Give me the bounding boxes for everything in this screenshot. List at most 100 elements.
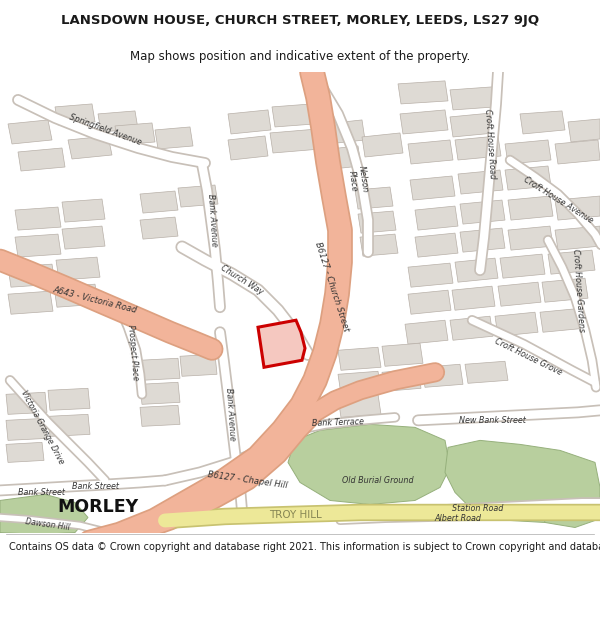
Polygon shape — [54, 284, 98, 308]
Polygon shape — [320, 146, 361, 170]
Polygon shape — [15, 207, 61, 230]
Polygon shape — [62, 199, 105, 222]
Text: MORLEY: MORLEY — [58, 499, 139, 516]
Polygon shape — [450, 113, 495, 137]
Polygon shape — [450, 87, 495, 110]
Polygon shape — [360, 234, 398, 256]
Polygon shape — [98, 111, 138, 132]
Polygon shape — [6, 442, 44, 462]
Polygon shape — [408, 290, 451, 314]
Polygon shape — [450, 316, 493, 340]
Text: B6127 - Church Street: B6127 - Church Street — [313, 241, 351, 333]
Text: Victoria Grange Drive: Victoria Grange Drive — [19, 389, 65, 466]
Polygon shape — [495, 312, 538, 336]
Polygon shape — [520, 111, 565, 134]
Polygon shape — [56, 257, 100, 280]
Polygon shape — [505, 140, 551, 164]
Polygon shape — [358, 211, 396, 233]
Polygon shape — [258, 320, 305, 368]
Polygon shape — [68, 136, 112, 159]
Polygon shape — [228, 136, 268, 160]
Polygon shape — [508, 196, 553, 220]
Polygon shape — [288, 424, 450, 504]
Polygon shape — [508, 226, 553, 250]
Text: Bank Avenue: Bank Avenue — [206, 193, 218, 247]
Polygon shape — [458, 170, 503, 194]
Polygon shape — [422, 364, 463, 388]
Text: New Bank Street: New Bank Street — [458, 416, 526, 425]
Text: B6127 - Chapel Hill: B6127 - Chapel Hill — [208, 471, 289, 491]
Text: LANSDOWN HOUSE, CHURCH STREET, MORLEY, LEEDS, LS27 9JQ: LANSDOWN HOUSE, CHURCH STREET, MORLEY, L… — [61, 14, 539, 27]
Polygon shape — [338, 348, 381, 370]
Polygon shape — [140, 382, 180, 404]
Polygon shape — [415, 206, 458, 230]
Polygon shape — [460, 200, 505, 224]
Polygon shape — [180, 354, 217, 376]
Polygon shape — [415, 233, 458, 257]
Polygon shape — [55, 104, 95, 125]
Polygon shape — [338, 371, 381, 394]
Polygon shape — [498, 282, 541, 306]
Polygon shape — [140, 191, 178, 213]
Polygon shape — [178, 185, 218, 207]
Text: Croft House Grove: Croft House Grove — [493, 337, 563, 377]
Polygon shape — [0, 494, 88, 534]
Polygon shape — [555, 140, 600, 164]
Polygon shape — [455, 136, 501, 160]
Polygon shape — [270, 129, 321, 153]
Text: Map shows position and indicative extent of the property.: Map shows position and indicative extent… — [130, 49, 470, 62]
Polygon shape — [505, 166, 551, 190]
Text: Bank Terrace: Bank Terrace — [312, 417, 364, 428]
Polygon shape — [338, 394, 381, 418]
Polygon shape — [62, 226, 105, 249]
Polygon shape — [382, 343, 423, 366]
Polygon shape — [272, 103, 328, 127]
Polygon shape — [555, 226, 600, 250]
Polygon shape — [398, 81, 448, 104]
Text: TROY HILL: TROY HILL — [269, 511, 322, 521]
Polygon shape — [362, 133, 403, 157]
Polygon shape — [140, 217, 178, 239]
Polygon shape — [6, 392, 47, 414]
Polygon shape — [540, 308, 585, 332]
Polygon shape — [540, 501, 595, 528]
Polygon shape — [555, 196, 600, 220]
Polygon shape — [8, 264, 55, 287]
Polygon shape — [445, 441, 600, 522]
Polygon shape — [548, 250, 595, 274]
Text: A643 - Victoria Road: A643 - Victoria Road — [52, 286, 138, 315]
Polygon shape — [500, 254, 545, 278]
Polygon shape — [18, 148, 65, 171]
Polygon shape — [452, 286, 495, 310]
Text: Old Burial Ground: Old Burial Ground — [342, 476, 414, 485]
Polygon shape — [455, 258, 498, 282]
Polygon shape — [400, 110, 448, 134]
Polygon shape — [48, 388, 90, 411]
Text: Bank Street: Bank Street — [19, 488, 65, 497]
Polygon shape — [465, 361, 508, 383]
Polygon shape — [140, 406, 180, 426]
Text: Dawson Hill: Dawson Hill — [25, 517, 71, 532]
Polygon shape — [140, 358, 180, 380]
Polygon shape — [405, 320, 448, 344]
Polygon shape — [408, 140, 453, 164]
Polygon shape — [460, 228, 505, 252]
Text: Springfield Avenue: Springfield Avenue — [68, 112, 142, 148]
Text: Croft House Gardens: Croft House Gardens — [571, 248, 586, 332]
Polygon shape — [382, 369, 421, 391]
Polygon shape — [15, 234, 61, 257]
Polygon shape — [48, 414, 90, 436]
Text: Church Way: Church Way — [219, 264, 265, 297]
Polygon shape — [408, 263, 453, 287]
Polygon shape — [568, 119, 600, 142]
Text: Albert Road: Albert Road — [434, 514, 482, 523]
Text: Contains OS data © Crown copyright and database right 2021. This information is : Contains OS data © Crown copyright and d… — [9, 542, 600, 552]
Text: Bank Street: Bank Street — [71, 482, 119, 491]
Text: Croft House Road: Croft House Road — [483, 109, 497, 179]
Polygon shape — [155, 127, 193, 149]
Polygon shape — [115, 123, 155, 145]
Text: Croft House Avenue: Croft House Avenue — [521, 175, 595, 225]
Polygon shape — [8, 120, 52, 144]
Polygon shape — [228, 110, 271, 134]
Polygon shape — [6, 418, 47, 441]
